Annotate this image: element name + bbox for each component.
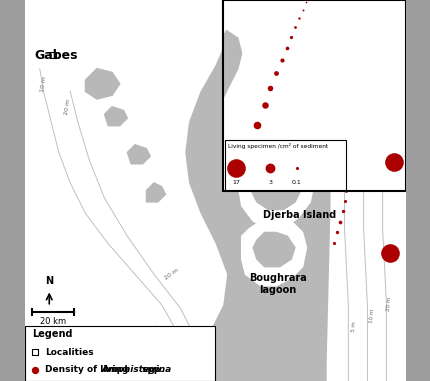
Text: Density of living: Density of living (46, 365, 132, 374)
Point (278, 57, 285, 63)
Polygon shape (147, 183, 166, 202)
Text: Djerba Island: Djerba Island (263, 210, 336, 220)
Point (341, 198, 348, 204)
Bar (25, 326, 215, 381)
Bar (223, 0, 405, 190)
Point (267, 165, 273, 171)
Point (267, 85, 273, 91)
Text: N: N (45, 276, 53, 286)
Text: 20 m: 20 m (163, 268, 180, 281)
Polygon shape (86, 69, 120, 99)
Bar (224, 140, 347, 190)
Point (334, 229, 341, 235)
Point (390, 159, 397, 165)
Text: Legend: Legend (32, 329, 73, 339)
Point (32, 349, 39, 355)
Polygon shape (104, 107, 127, 126)
Polygon shape (25, 0, 230, 381)
Text: 10 m: 10 m (143, 325, 159, 335)
Polygon shape (238, 141, 314, 229)
Text: Living specimen /cm² of sediment: Living specimen /cm² of sediment (227, 143, 328, 149)
Point (288, 34, 295, 40)
Point (292, 24, 298, 30)
Polygon shape (242, 217, 307, 286)
Text: 20 km: 20 km (40, 317, 66, 326)
Text: 17: 17 (232, 180, 240, 185)
Point (49, 52, 56, 58)
Point (248, 144, 255, 150)
Point (293, 165, 300, 171)
Point (284, 45, 291, 51)
Polygon shape (327, 0, 405, 381)
Point (253, 122, 260, 128)
Text: 0.1: 0.1 (292, 180, 302, 185)
Point (233, 165, 240, 171)
Point (337, 219, 344, 225)
Point (303, 0, 310, 5)
Polygon shape (253, 232, 295, 267)
Polygon shape (123, 0, 405, 381)
Text: 5 m: 5 m (350, 321, 356, 333)
Bar (223, 0, 405, 190)
Text: 20 m: 20 m (64, 99, 72, 115)
Point (339, 208, 346, 214)
Text: Localities: Localities (46, 347, 94, 357)
Text: 20 m: 20 m (387, 297, 393, 312)
Point (330, 240, 337, 246)
Text: Gabes: Gabes (34, 49, 77, 62)
Polygon shape (249, 149, 307, 210)
Text: 10 m: 10 m (40, 76, 47, 93)
Point (261, 102, 268, 108)
Point (299, 6, 306, 13)
Text: 3: 3 (268, 180, 272, 185)
Point (295, 15, 302, 21)
Text: Boughrara
lagoon: Boughrara lagoon (249, 273, 307, 295)
Text: spp.: spp. (139, 365, 164, 374)
Point (387, 250, 394, 256)
Point (343, 188, 350, 194)
Text: Amphistegina: Amphistegina (102, 365, 172, 374)
Polygon shape (127, 145, 150, 164)
Point (32, 367, 39, 373)
Point (273, 70, 280, 76)
Polygon shape (223, 30, 242, 99)
Text: 10 m: 10 m (369, 308, 375, 323)
